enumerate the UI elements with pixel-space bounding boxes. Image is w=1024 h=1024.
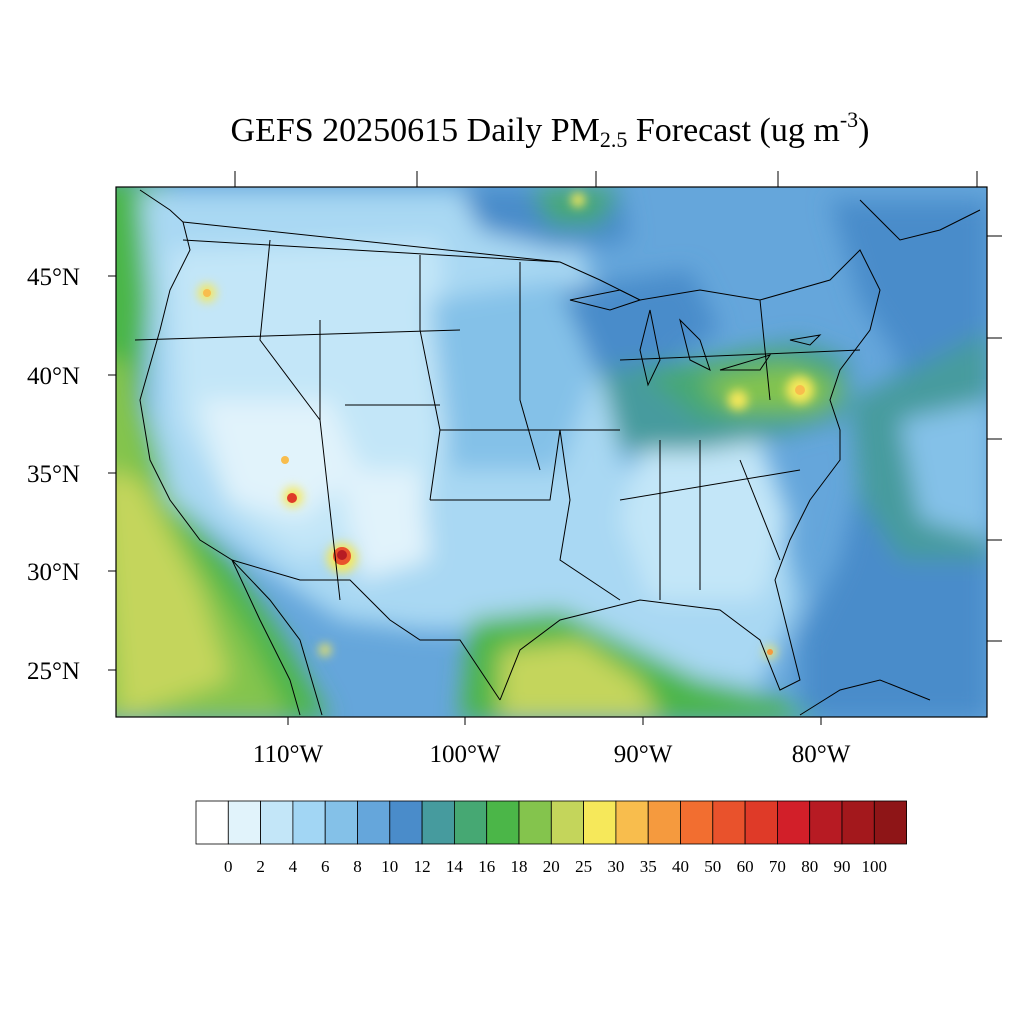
colorbar-swatch	[550, 800, 584, 845]
colorbar-tick-label: 25	[575, 857, 592, 876]
colorbar-tick-label: 35	[640, 857, 657, 876]
colorbar-swatch	[615, 800, 649, 845]
colorbar-tick-label: 30	[607, 857, 624, 876]
colorbar-swatch	[647, 800, 681, 845]
colorbar-tick-label: 6	[321, 857, 330, 876]
colorbar-swatch	[744, 800, 778, 845]
colorbar-tick-label: 4	[289, 857, 298, 876]
colorbar-tick-label: 2	[256, 857, 265, 876]
colorbar-tick-label: 16	[478, 857, 495, 876]
colorbar-tick-label: 90	[834, 857, 851, 876]
map-borders	[134, 189, 981, 716]
lon-label: 100°W	[429, 741, 500, 768]
colorbar-tick-label: 0	[224, 857, 233, 876]
colorbar-labels: 0 2 4 6 8 10 12 14 16 18 20 25 30 35 40 50 60 70 80 90 100	[224, 857, 887, 876]
longitude-labels: 110°W 100°W 90°W 80°W	[253, 741, 851, 768]
colorbar-tick-label: 70	[769, 857, 786, 876]
colorbar-tick-label: 18	[511, 857, 528, 876]
colorbar-tick-label: 10	[381, 857, 398, 876]
lat-label: 45°N	[27, 264, 80, 291]
colorbar-swatch	[421, 800, 455, 845]
colorbar-swatch	[357, 800, 391, 845]
lat-label: 40°N	[27, 363, 80, 390]
latitude-labels: 45°N 40°N 35°N 30°N 25°N	[27, 264, 80, 685]
pm25-field	[116, 187, 987, 717]
lon-label: 80°W	[792, 741, 851, 768]
lat-label: 35°N	[27, 461, 80, 488]
colorbar-swatch	[809, 800, 843, 845]
lat-label: 25°N	[27, 658, 80, 685]
colorbar-tick-label: 14	[446, 857, 464, 876]
colorbar-swatch	[324, 800, 358, 845]
colorbar-swatch	[583, 800, 617, 845]
colorbar-tick-label: 50	[704, 857, 721, 876]
colorbar-tick-label: 12	[414, 857, 431, 876]
colorbar-swatch	[841, 800, 875, 845]
tick-marks	[108, 171, 1002, 725]
colorbar-swatch	[777, 800, 811, 845]
colorbar-swatch	[518, 800, 552, 845]
colorbar-swatch	[227, 800, 262, 845]
colorbar	[195, 800, 907, 845]
colorbar-swatch	[486, 800, 520, 845]
colorbar-swatch	[260, 800, 294, 845]
map-frame	[115, 186, 988, 718]
colorbar-tick-label: 20	[543, 857, 560, 876]
colorbar-swatch	[292, 800, 326, 845]
colorbar-swatch	[712, 800, 746, 845]
colorbar-tick-label: 8	[353, 857, 362, 876]
colorbar-tick-label: 100	[862, 857, 888, 876]
lon-label: 110°W	[253, 741, 324, 768]
colorbar-tick-label: 80	[801, 857, 818, 876]
colorbar-tick-label: 60	[737, 857, 754, 876]
map-title: GEFS 20250615 Daily PM2.5 Forecast (ug m…	[230, 107, 870, 152]
colorbar-swatch	[389, 800, 423, 845]
lat-label: 30°N	[27, 559, 80, 586]
colorbar-swatch	[680, 800, 714, 845]
colorbar-tick-label: 40	[672, 857, 689, 876]
lon-label: 90°W	[614, 741, 673, 768]
colorbar-swatch	[453, 800, 488, 845]
colorbar-swatch	[195, 800, 229, 845]
colorbar-swatch	[873, 800, 907, 845]
